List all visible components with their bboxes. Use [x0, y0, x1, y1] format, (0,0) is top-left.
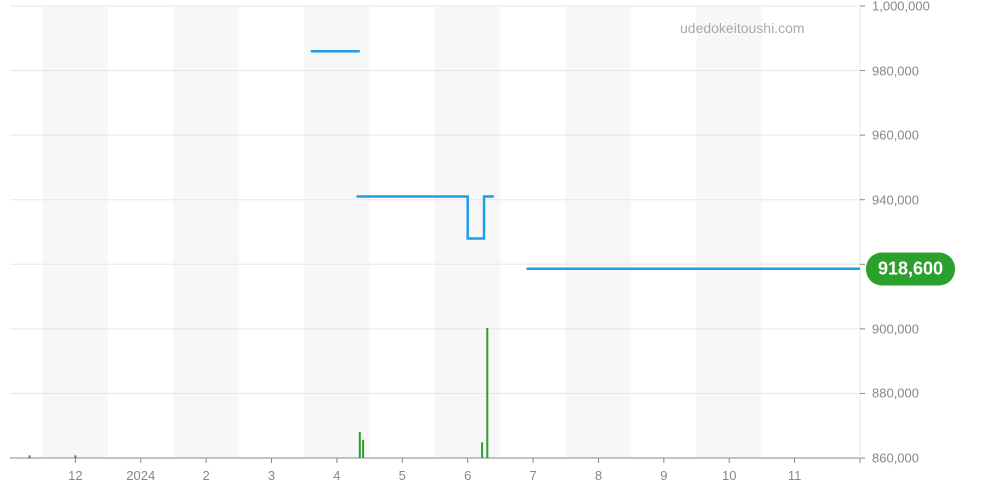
chart-svg [0, 0, 1000, 500]
watermark: udedokeitoushi.com [680, 20, 805, 36]
price-chart: 860,000880,000900,000920,000940,000960,0… [0, 0, 1000, 500]
current-price-badge: 918,600 [866, 252, 955, 285]
